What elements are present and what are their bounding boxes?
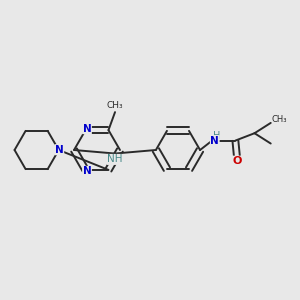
Text: NH: NH [107, 154, 123, 164]
Text: N: N [55, 145, 64, 155]
Text: CH₃: CH₃ [107, 101, 123, 110]
Text: O: O [232, 156, 242, 166]
Text: N: N [82, 124, 91, 134]
Text: N: N [210, 136, 219, 146]
Text: N: N [82, 167, 91, 176]
Text: CH₃: CH₃ [271, 115, 287, 124]
Text: H: H [213, 131, 220, 141]
